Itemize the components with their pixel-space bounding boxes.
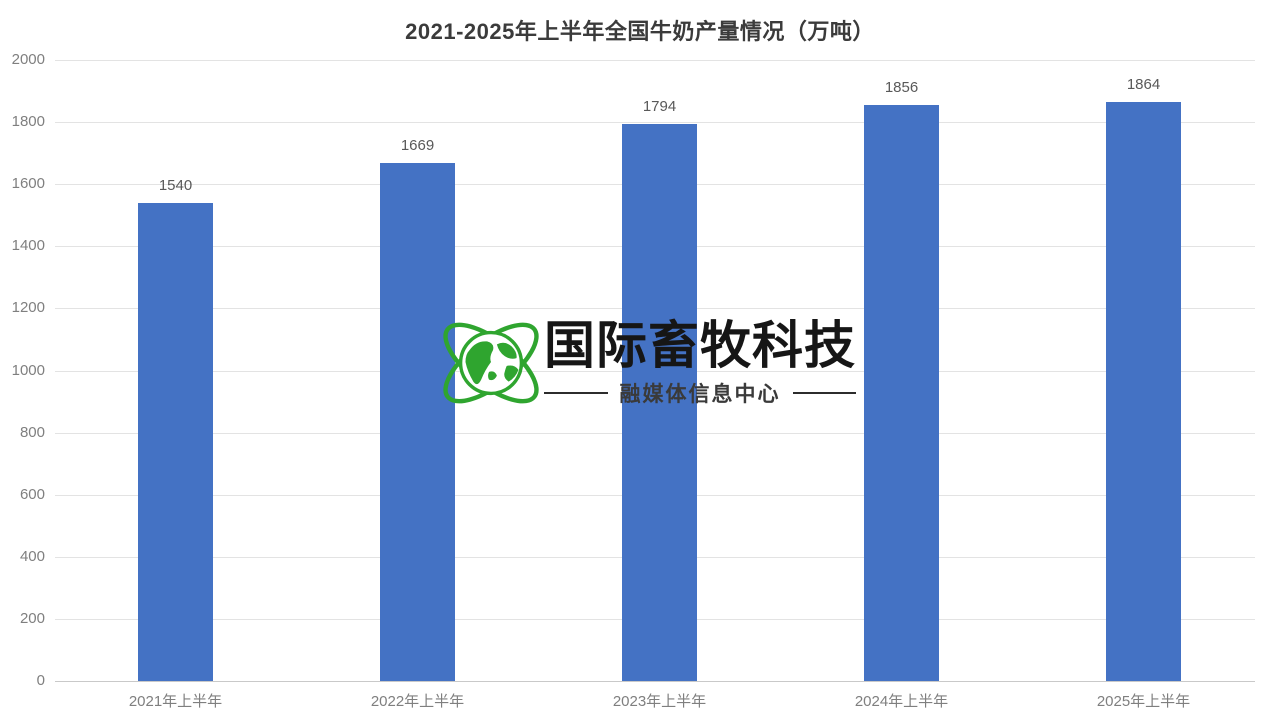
gridline (55, 60, 1255, 61)
bar-2025年上半年 (1106, 102, 1181, 681)
y-tick-label: 200 (19, 609, 45, 627)
bar-2021年上半年 (138, 202, 213, 681)
bar-value-label: 1864 (1126, 76, 1161, 94)
y-tick-label: 1600 (11, 175, 45, 193)
x-tick-label: 2021年上半年 (128, 693, 223, 710)
x-tick-label: 2022年上半年 (370, 693, 465, 710)
watermark-text-block: 国际畜牧科技 融媒体信息中心 (544, 316, 857, 408)
bar-value-label: 1669 (400, 136, 435, 154)
bar-value-label: 1794 (642, 97, 677, 115)
globe-orbit-icon (443, 322, 539, 404)
y-tick-label: 1800 (11, 113, 45, 131)
bar-value-label: 1856 (884, 78, 919, 96)
divider-line-left (544, 392, 608, 395)
gridline (55, 122, 1255, 124)
y-tick-label: 1200 (11, 299, 45, 317)
y-tick-label: 2000 (11, 51, 45, 68)
watermark: 国际畜牧科技 融媒体信息中心 (432, 311, 857, 415)
y-tick-label: 400 (19, 547, 45, 565)
watermark-subtitle: 融媒体信息中心 (619, 383, 781, 407)
bar-value-label: 1540 (158, 176, 193, 194)
watermark-subtitle-row: 融媒体信息中心 (544, 378, 857, 408)
y-tick-label: 1400 (11, 237, 45, 255)
x-tick-label: 2023年上半年 (612, 693, 707, 710)
bar-2024年上半年 (864, 104, 939, 681)
y-tick-label: 0 (36, 672, 45, 689)
y-tick-label: 600 (19, 485, 45, 503)
watermark-brand: 国际畜牧科技 (544, 316, 857, 374)
x-axis-line (55, 681, 1255, 682)
y-tick-label: 800 (19, 423, 45, 441)
x-tick-label: 2025年上半年 (1096, 693, 1191, 710)
bar-2023年上半年 (622, 123, 697, 681)
x-tick-label: 2024年上半年 (854, 693, 949, 710)
bar-2022年上半年 (380, 162, 455, 681)
chart-title: 2021-2025年上半年全国牛奶产量情况（万吨） (405, 19, 875, 44)
divider-line-right (792, 392, 857, 395)
y-tick-label: 1000 (11, 361, 45, 379)
